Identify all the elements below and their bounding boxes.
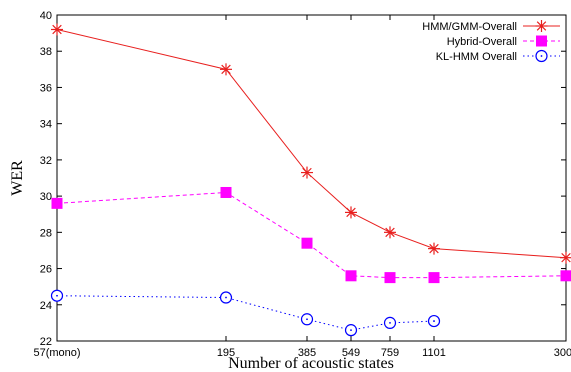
x-tick-label: 549 [342,347,360,359]
y-tick-label: 26 [40,264,52,276]
legend-entry: Hybrid-Overall [447,35,560,48]
legend-entry: KL-HMM Overall [436,49,560,63]
square-marker [560,270,571,282]
y-tick-label: 40 [40,10,52,22]
x-tick-label: 1101 [422,347,446,359]
y-tick-label: 24 [40,300,52,312]
series-path [56,295,435,331]
y-tick-label: 38 [40,46,52,58]
asterisk-marker [535,20,548,32]
asterisk-marker [301,166,313,179]
x-tick-label: 57(mono) [33,347,80,359]
series-path [56,29,567,259]
asterisk-marker [51,23,63,36]
square-marker [428,272,440,284]
circle-marker [383,316,397,329]
legend-label: Hybrid-Overall [447,36,517,48]
circle-marker [344,324,358,337]
square-marker [536,35,547,47]
series-line [50,289,441,337]
square-marker [345,270,357,282]
asterisk-marker [428,242,440,255]
y-tick-label: 32 [40,155,52,167]
x-tick-label: 195 [217,347,235,359]
series-line [51,186,571,284]
plot-frame [56,14,567,342]
x-tick-label: 3000 [554,347,571,359]
asterisk-marker [560,251,571,264]
circle-marker [427,314,441,328]
circle-marker [219,291,233,304]
legend-label: HMM/GMM-Overall [422,21,517,33]
legend-entry: HMM/GMM-Overall [422,20,560,33]
square-marker [51,197,63,209]
circle-marker [300,313,314,326]
series-line [51,23,571,264]
y-tick-label: 22 [40,336,52,348]
y-axis-title: WER [9,160,26,196]
asterisk-marker [220,63,232,76]
x-tick-label: 385 [298,347,316,359]
square-marker [301,237,313,249]
y-axis-ticks: 22 24 26 28 30 32 34 36 38 40 [40,10,566,348]
y-tick-label: 36 [40,82,52,94]
circle-marker [50,289,64,302]
x-axis-title: Number of acoustic states [228,355,394,372]
x-axis-ticks: 57(mono) 195 385 549 759 1101 3000 [33,15,571,359]
asterisk-marker [345,206,357,219]
series-layer [50,23,571,337]
series-path [56,191,567,279]
asterisk-marker [384,226,396,239]
square-marker [220,186,232,198]
circle-marker [535,49,548,63]
y-tick-label: 30 [40,191,52,203]
x-tick-label: 759 [381,347,399,359]
y-tick-label: 28 [40,227,52,239]
y-tick-label: 34 [40,119,52,131]
legend-label: KL-HMM Overall [436,51,517,63]
square-marker [384,272,396,284]
legend: HMM/GMM-Overall Hybrid-Overall KL-HMM Over… [422,20,560,63]
